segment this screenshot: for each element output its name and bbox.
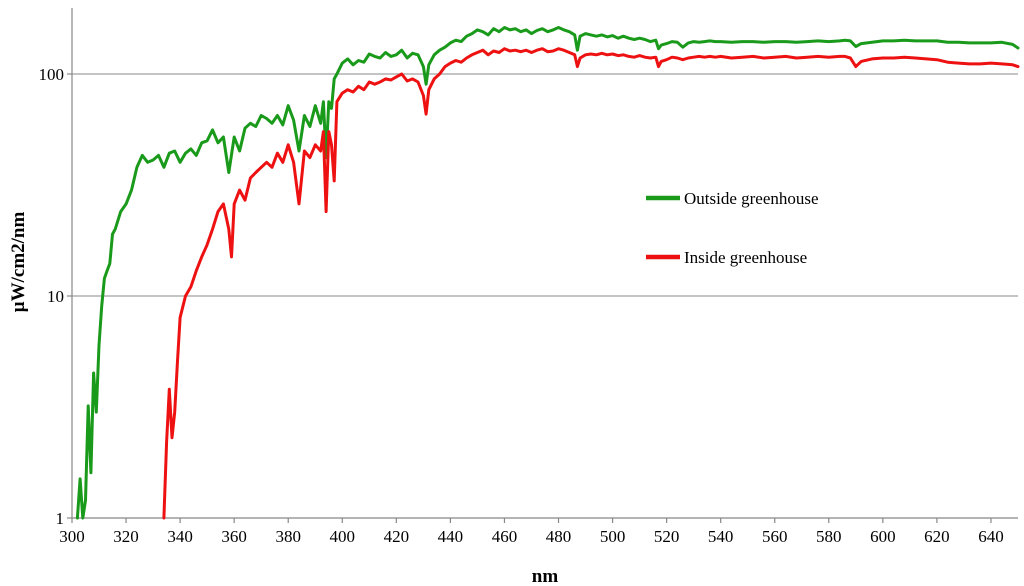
series-line-inside-greenhouse	[162, 47, 1020, 520]
legend: Outside greenhouse Inside greenhouse	[646, 189, 819, 267]
x-tick-label: 420	[384, 527, 410, 546]
x-tick-label: 560	[762, 527, 788, 546]
x-tick-label: 600	[870, 527, 896, 546]
x-tick-label: 360	[221, 527, 247, 546]
y-tick-label: 100	[39, 65, 65, 84]
series-lines	[75, 26, 1020, 520]
y-tick-label: 10	[47, 287, 64, 306]
x-tick-label: 400	[330, 527, 356, 546]
x-tick-label: 380	[275, 527, 301, 546]
x-tick-label: 620	[924, 527, 950, 546]
x-tick-label: 440	[438, 527, 464, 546]
series-line-outside-greenhouse	[75, 26, 1020, 520]
x-tick-label: 320	[113, 527, 139, 546]
legend-label-outside: Outside greenhouse	[684, 189, 819, 208]
y-tick-label: 1	[56, 509, 65, 528]
x-tick-label: 520	[654, 527, 680, 546]
x-axis-title: nm	[532, 566, 559, 586]
legend-label-inside: Inside greenhouse	[684, 248, 807, 267]
x-axis-ticks: 300 320 340 360 380 400 420 440 460 480 500 520 540 5…	[59, 518, 1004, 546]
x-tick-label: 580	[816, 527, 842, 546]
gridlines	[72, 73, 1018, 297]
y-axis-ticks: 1 10 100	[39, 65, 72, 528]
x-tick-label: 540	[708, 527, 734, 546]
x-tick-label: 300	[59, 527, 85, 546]
x-tick-label: 480	[546, 527, 572, 546]
x-tick-label: 460	[492, 527, 518, 546]
y-axis-title: µW/cm2/nm	[8, 212, 29, 313]
x-tick-label: 640	[978, 527, 1004, 546]
x-tick-label: 340	[167, 527, 193, 546]
x-tick-label: 500	[600, 527, 626, 546]
